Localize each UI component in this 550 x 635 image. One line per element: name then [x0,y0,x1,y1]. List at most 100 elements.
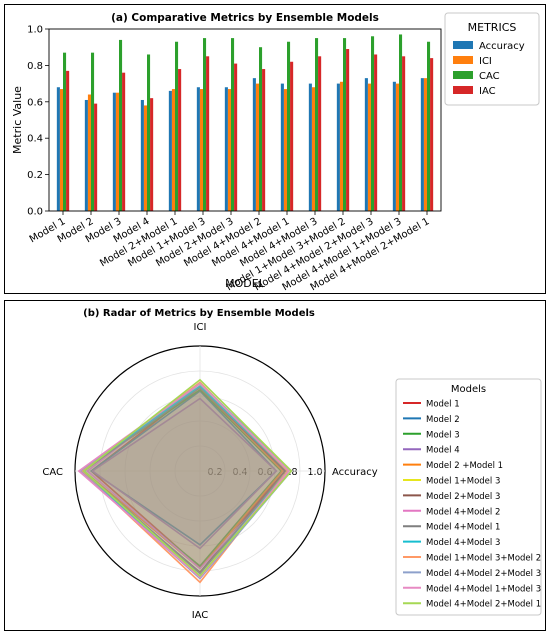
legend-box [395,378,542,616]
radar-axis-label: ICI [194,322,207,333]
radar-chart: (b) Radar of Metrics by Ensemble Models 0… [42,308,542,621]
bar [262,69,266,211]
bar [119,39,123,211]
legend-label: Model 4+Model 2+Model 1 [426,600,541,610]
bar [343,38,347,211]
bar [280,83,284,211]
radar-axis-label: IAC [192,610,209,621]
bar [196,87,200,211]
legend-label: Model 1+Model 3 [426,477,500,487]
legend-label: Model 2 [426,415,460,425]
legend-label: Model 1 [426,400,460,410]
legend-label: Model 3 [426,430,460,440]
bar [175,41,179,211]
bar [199,89,203,211]
bar [206,56,210,211]
y-tick-label: 0.6 [27,97,43,108]
legend-label: Accuracy [479,41,525,52]
y-tick-label: 1.0 [27,25,43,36]
bar [63,52,67,211]
legend-box [444,12,540,106]
bar [147,54,151,212]
legend-label: Model 2 +Model 1 [426,461,503,471]
radial-tick-label: 1.0 [307,467,322,478]
bar [399,34,403,212]
legend-label: Model 4+Model 3 [426,538,500,548]
chart-title: (b) Radar of Metrics by Ensemble Models [83,308,315,319]
bar [94,103,98,211]
bar [87,94,91,211]
x-axis-label: MODEL [225,277,266,290]
bar [346,49,350,211]
bar [423,78,427,211]
y-tick-label: 0.0 [27,207,43,218]
bar [287,41,291,211]
legend-label: Model 2+Model 3 [426,492,500,502]
bar [66,70,70,211]
bar [178,69,182,211]
bar [259,47,263,212]
bar [171,89,175,211]
bar [59,89,63,211]
bar [311,87,315,211]
legend-label: Model 4+Model 2 [426,507,500,517]
bar [56,87,60,211]
bar [315,38,319,211]
bar [168,90,172,211]
chart-title: (a) Comparative Metrics by Ensemble Mode… [111,12,379,24]
bar [224,87,228,211]
plot-frame [48,28,442,212]
legend-label: CAC [479,71,500,82]
bar [392,81,396,211]
radar-axis-label: CAC [42,467,63,478]
legend-title: METRICS [468,21,517,34]
radial-tick-label: 0.4 [232,467,247,478]
bar [374,54,378,212]
bar [150,98,154,211]
legend-swatch [453,71,473,79]
bar [364,78,368,211]
legend-label: ICI [479,56,492,67]
y-tick-label: 0.4 [27,134,43,145]
legend-label: Model 1+Model 3+Model 2 [426,554,541,564]
bar [427,41,431,211]
y-tick-label: 0.2 [27,170,43,181]
bar [140,99,144,211]
legend-title: Models [451,384,486,395]
bar [115,92,119,211]
bar [122,72,126,212]
legend-swatch [453,56,473,64]
bar [402,56,406,211]
bar [283,89,287,211]
y-axis-label: Metric Value [11,86,24,154]
bar [203,38,207,211]
bar [371,36,375,211]
bar [395,83,399,211]
radar-chart-panel: (b) Radar of Metrics by Ensemble Models 0… [4,300,546,631]
radar-series [91,397,278,550]
legend-swatch [453,86,473,94]
bar [112,92,116,211]
legend-label: Model 4+Model 1 [426,523,500,533]
legend-label: Model 4 [426,446,460,456]
bar [339,81,343,211]
radial-tick-label: 0.6 [257,467,272,478]
bar [143,105,147,211]
legend-label: Model 4+Model 1+Model 3 [426,584,541,594]
bar [420,78,424,211]
bar-chart-panel: (a) Comparative Metrics by Ensemble Mode… [4,4,546,294]
radial-tick-label: 0.2 [207,467,222,478]
bar [91,52,95,211]
bar-chart: (a) Comparative Metrics by Ensemble Mode… [11,12,540,293]
radar-axis-label: Accuracy [332,467,378,478]
bar [318,56,322,211]
legend-label: Model 4+Model 2+Model 3 [426,569,541,579]
bar [234,63,238,211]
bar [84,99,88,211]
bar [252,78,256,211]
y-tick-label: 0.8 [27,61,43,72]
legend-swatch [453,41,473,49]
radar-series [82,378,293,578]
bar [430,58,434,212]
bar [336,83,340,211]
